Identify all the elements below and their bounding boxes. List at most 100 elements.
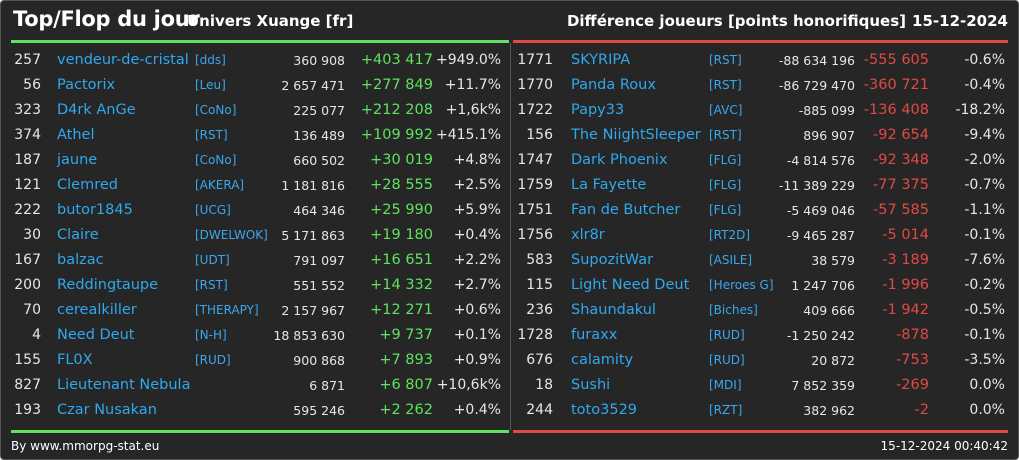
percent-change: -2.0%: [964, 152, 1005, 168]
points-difference: +14 332: [370, 277, 433, 293]
player-name-link[interactable]: furaxx: [571, 327, 618, 343]
top-row: 323 D4rk AnGe [CoNo] 225 077 +212 208 +1,6k%: [11, 98, 509, 123]
points-difference: +12 271: [370, 302, 433, 318]
player-name-link[interactable]: Clemred: [57, 177, 118, 193]
player-name-link[interactable]: butor1845: [57, 202, 133, 218]
player-name-link[interactable]: jaune: [57, 152, 98, 168]
percent-change: +0.1%: [453, 327, 501, 343]
flop-row: 1747 Dark Phoenix [FLG] -4 814 576 -92 348 -2…: [513, 148, 1008, 173]
percent-change: +1,6k%: [445, 102, 501, 118]
alliance-tag: [RST]: [709, 128, 742, 142]
top-players-table: 257 vendeur-de-cristal [dds] 360 908 +403 41…: [11, 48, 509, 423]
player-points: 5 171 863: [281, 228, 345, 243]
points-difference: +277 849: [360, 77, 433, 93]
player-rank: 1747: [517, 152, 553, 168]
flop-players-table: 1771 SKYRIPA [RST] -88 634 196 -555 605 -0.6%…: [513, 48, 1008, 423]
points-difference: +19 180: [370, 227, 433, 243]
percent-change: -0.1%: [964, 227, 1005, 243]
percent-change: +949.0%: [436, 52, 502, 68]
player-name-link[interactable]: Need Deut: [57, 327, 135, 343]
player-name-link[interactable]: Dark Phoenix: [571, 152, 668, 168]
player-name-link[interactable]: Fan de Butcher: [571, 202, 681, 218]
player-name-link[interactable]: FL0X: [57, 352, 93, 368]
alliance-tag: [UDT]: [195, 253, 230, 267]
player-name-link[interactable]: cerealkiller: [57, 302, 137, 318]
player-points: 136 489: [293, 128, 345, 143]
alliance-tag: [RST]: [195, 278, 228, 292]
flop-row: 18 Sushi [MDI] 7 852 359 -269 0.0%: [513, 373, 1008, 398]
percent-change: -9.4%: [964, 127, 1005, 143]
player-name-link[interactable]: Light Need Deut: [571, 277, 690, 293]
universe-label: Univers Xuange [fr]: [187, 12, 354, 30]
top-row: 155 FL0X [RUD] 900 868 +7 893 +0.9%: [11, 348, 509, 373]
player-rank: 244: [526, 402, 553, 418]
flop-row: 236 Shaundakul [Biches] 409 666 -1 942 -0.5%: [513, 298, 1008, 323]
player-points: 791 097: [293, 253, 345, 268]
alliance-tag: [CoNo]: [195, 103, 237, 117]
player-name-link[interactable]: The NiightSleeper: [571, 127, 701, 143]
alliance-tag: [FLG]: [709, 153, 742, 167]
points-difference: -5 014: [882, 227, 929, 243]
player-name-link[interactable]: calamity: [571, 352, 634, 368]
player-name-link[interactable]: vendeur-de-cristal: [57, 52, 189, 68]
player-rank: 583: [526, 252, 553, 268]
flop-row: 583 SupozitWar [ASILE] 38 579 -3 189 -7.6%: [513, 248, 1008, 273]
alliance-tag: [RZT]: [709, 403, 743, 417]
player-name-link[interactable]: SupozitWar: [571, 252, 654, 268]
player-rank: 374: [14, 127, 41, 143]
top-row: 257 vendeur-de-cristal [dds] 360 908 +403 41…: [11, 48, 509, 73]
alliance-tag: [RUD]: [195, 353, 231, 367]
player-points: 382 962: [803, 403, 855, 418]
points-difference: +2 262: [379, 402, 433, 418]
player-name-link[interactable]: Pactorix: [57, 77, 116, 93]
player-rank: 827: [14, 377, 41, 393]
player-points: 18 853 630: [273, 328, 345, 343]
points-difference: +7 893: [379, 352, 433, 368]
page-title: Top/Flop du jour: [13, 7, 200, 31]
player-rank: 121: [14, 177, 41, 193]
player-rank: 1771: [517, 52, 553, 68]
player-rank: 70: [23, 302, 41, 318]
player-name-link[interactable]: SKYRIPA: [571, 52, 631, 68]
alliance-tag: [FLG]: [709, 203, 742, 217]
flop-row: 1751 Fan de Butcher [FLG] -5 469 046 -57 585…: [513, 198, 1008, 223]
player-name-link[interactable]: balzac: [57, 252, 104, 268]
player-name-link[interactable]: xlr8r: [571, 227, 605, 243]
player-rank: 1722: [517, 102, 553, 118]
player-rank: 156: [526, 127, 553, 143]
player-name-link[interactable]: Shaundakul: [571, 302, 656, 318]
player-name-link[interactable]: D4rk AnGe: [57, 102, 136, 118]
alliance-tag: [RST]: [709, 53, 742, 67]
player-name-link[interactable]: Papy33: [571, 102, 625, 118]
percent-change: +0.9%: [453, 352, 501, 368]
percent-change: -0.1%: [964, 327, 1005, 343]
points-difference: -92 654: [873, 127, 929, 143]
player-points: -5 469 046: [786, 203, 855, 218]
percent-change: -18.2%: [955, 102, 1005, 118]
player-name-link[interactable]: Czar Nusakan: [57, 402, 157, 418]
top-row: 4 Need Deut [N-H] 18 853 630 +9 737 +0.1%: [11, 323, 509, 348]
percent-change: +0.4%: [453, 227, 501, 243]
top-row: 167 balzac [UDT] 791 097 +16 651 +2.2%: [11, 248, 509, 273]
flop-row: 1771 SKYRIPA [RST] -88 634 196 -555 605 -0.6%: [513, 48, 1008, 73]
percent-change: -0.6%: [964, 52, 1005, 68]
alliance-tag: [AVC]: [709, 103, 743, 117]
player-name-link[interactable]: Athel: [57, 127, 95, 143]
points-difference: -3 189: [882, 252, 929, 268]
player-name-link[interactable]: Panda Roux: [571, 77, 656, 93]
percent-change: +415.1%: [436, 127, 502, 143]
player-points: 6 871: [309, 378, 345, 393]
player-name-link[interactable]: Reddingtaupe: [57, 277, 159, 293]
points-difference: -878: [896, 327, 929, 343]
points-difference: -57 585: [873, 202, 929, 218]
percent-change: +2.5%: [453, 177, 501, 193]
points-difference: -360 721: [863, 77, 929, 93]
player-rank: 1770: [517, 77, 553, 93]
flop-row: 676 calamity [RUD] 20 872 -753 -3.5%: [513, 348, 1008, 373]
player-name-link[interactable]: Sushi: [571, 377, 611, 393]
player-rank: 187: [14, 152, 41, 168]
player-name-link[interactable]: Lieutenant Nebula: [57, 377, 191, 393]
player-name-link[interactable]: Claire: [57, 227, 99, 243]
player-name-link[interactable]: La Fayette: [571, 177, 647, 193]
player-name-link[interactable]: toto3529: [571, 402, 638, 418]
